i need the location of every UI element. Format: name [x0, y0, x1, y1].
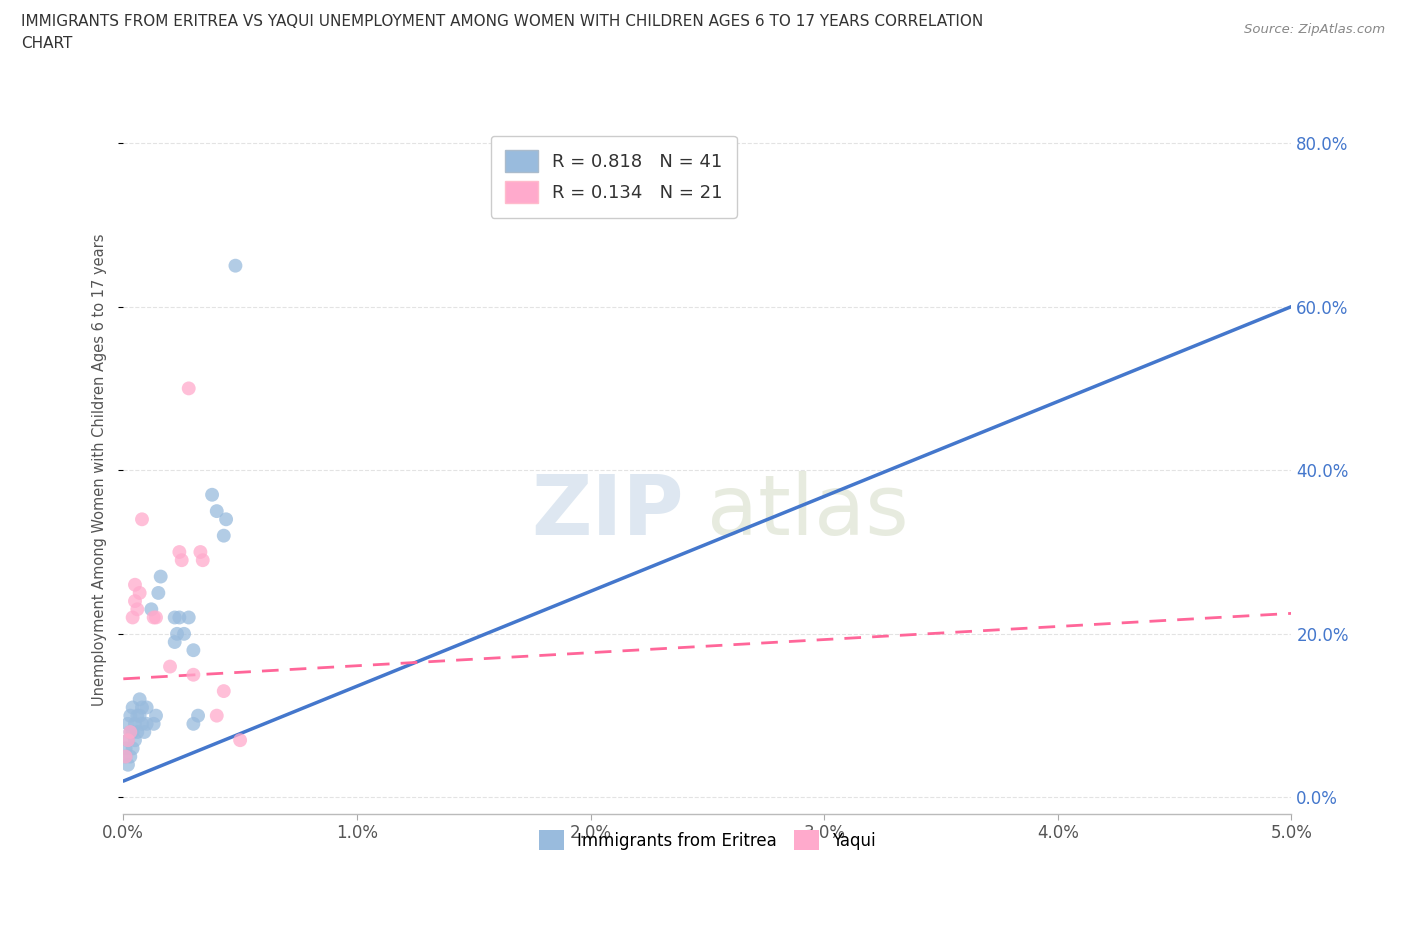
Text: IMMIGRANTS FROM ERITREA VS YAQUI UNEMPLOYMENT AMONG WOMEN WITH CHILDREN AGES 6 T: IMMIGRANTS FROM ERITREA VS YAQUI UNEMPLO…: [21, 14, 983, 51]
Point: [201, 487, 224, 502]
Point: [120, 709, 142, 724]
Point: [120, 750, 142, 764]
Point: [169, 545, 191, 560]
Point: [141, 602, 163, 617]
Point: [117, 733, 139, 748]
Legend: Immigrants from Eritrea, Yaqui: Immigrants from Eritrea, Yaqui: [533, 823, 883, 857]
Point: [121, 610, 143, 625]
Point: [190, 545, 212, 560]
Point: [229, 733, 252, 748]
Point: [169, 610, 191, 625]
Point: [120, 724, 142, 739]
Point: [145, 709, 167, 724]
Point: [121, 700, 143, 715]
Point: [224, 259, 246, 273]
Point: [148, 586, 170, 601]
Point: [117, 757, 139, 772]
Point: [149, 569, 172, 584]
Point: [177, 381, 200, 396]
Point: [131, 512, 153, 526]
Point: [142, 610, 165, 625]
Point: [183, 668, 205, 683]
Point: [212, 684, 235, 698]
Text: ZIP: ZIP: [531, 471, 683, 551]
Point: [166, 627, 188, 642]
Point: [145, 610, 167, 625]
Point: [114, 750, 136, 764]
Point: [120, 724, 142, 739]
Point: [177, 610, 200, 625]
Y-axis label: Unemployment Among Women with Children Ages 6 to 17 years: Unemployment Among Women with Children A…: [93, 234, 107, 707]
Text: Source: ZipAtlas.com: Source: ZipAtlas.com: [1244, 23, 1385, 36]
Point: [124, 578, 146, 592]
Point: [124, 593, 146, 608]
Point: [159, 659, 181, 674]
Point: [163, 610, 186, 625]
Point: [128, 586, 150, 601]
Point: [131, 700, 153, 715]
Point: [127, 602, 149, 617]
Point: [205, 709, 228, 724]
Point: [183, 643, 205, 658]
Point: [163, 634, 186, 649]
Point: [212, 528, 235, 543]
Point: [114, 741, 136, 756]
Point: [135, 700, 157, 715]
Point: [191, 552, 214, 567]
Point: [142, 716, 165, 731]
Point: [187, 709, 209, 724]
Point: [135, 716, 157, 731]
Point: [131, 716, 153, 731]
Point: [121, 741, 143, 756]
Point: [114, 750, 136, 764]
Point: [215, 512, 238, 526]
Point: [134, 724, 156, 739]
Text: atlas: atlas: [707, 471, 910, 551]
Point: [173, 627, 195, 642]
Point: [124, 733, 146, 748]
Point: [117, 716, 139, 731]
Point: [124, 716, 146, 731]
Point: [127, 724, 149, 739]
Point: [128, 692, 150, 707]
Point: [117, 733, 139, 748]
Point: [170, 552, 193, 567]
Point: [128, 709, 150, 724]
Point: [205, 504, 228, 519]
Point: [127, 709, 149, 724]
Point: [121, 724, 143, 739]
Point: [183, 716, 205, 731]
